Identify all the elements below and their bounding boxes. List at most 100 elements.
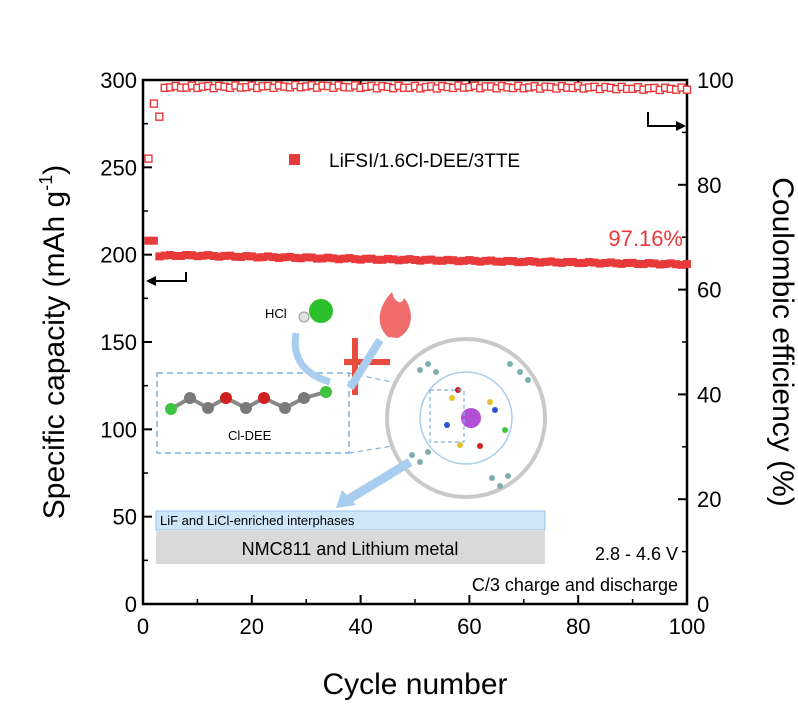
capacity-point [334,255,343,264]
oxygen-atom [477,443,483,449]
inset-illustration: LiF and LiCl-enriched interphases NMC811… [155,292,547,564]
y-right-tick-label: 40 [697,382,721,407]
zoom-guide [348,372,431,391]
oxygen-atom [220,392,232,404]
capacity-point [683,260,691,269]
capacity-point [411,256,419,265]
solvent-atom [517,369,523,375]
capacity-point [155,252,164,261]
lithium-ion [461,408,481,428]
capacity-point [547,257,555,266]
cl-dee-molecule [165,386,332,415]
capacity-point [367,254,376,263]
y-right-tick-label: 60 [697,278,721,303]
capacity-point [400,255,409,264]
capacity-point [405,255,414,264]
carbon-atom [184,392,196,404]
capacity-point [487,256,496,265]
capacity-point [362,254,371,263]
y-left-title-main: Specific capacity (mAh g [38,191,71,519]
right-axis-arrow [647,112,684,127]
x-tick-label: 0 [137,614,149,639]
capacity-point [280,253,289,262]
carbon-atom [202,402,214,414]
electrode-label: NMC811 and Lithium metal [242,539,459,559]
capacity-point [481,256,490,265]
solvent-atom [409,452,415,458]
capacity-point [394,256,403,265]
capacity-point [427,255,436,264]
capacity-point [171,252,180,261]
y-left-tick-label: 300 [100,68,137,93]
capacity-point [269,253,278,262]
capacity-point [378,255,387,264]
oxygen-atom [258,392,270,404]
capacity-point [166,250,175,259]
capacity-point [236,253,245,262]
nitrogen-atom [492,407,498,413]
capacity-point [149,236,158,245]
capacity-point [677,260,686,269]
y-left-title-end: ) [38,165,71,175]
interphase-label: LiF and LiCl-enriched interphases [160,513,355,528]
capacity-point [242,252,251,261]
tick-label-group: 0 20 40 60 80 1000501001502002503000204060801… [100,68,733,639]
y-left-tick-label: 150 [100,330,137,355]
capacity-point [492,257,501,266]
capacity-point [291,253,300,262]
x-tick-label: 40 [348,614,372,639]
capacity-point [226,251,235,260]
capacity-point [590,258,599,267]
solvent-atom [425,449,431,455]
capacity-point [661,260,670,269]
capacity-point [177,251,186,260]
y-left-axis-title: Specific capacity (mAh g-1) [36,165,71,519]
capacity-point [557,258,566,267]
capacity-point [498,257,507,266]
hcl-release-arrow [291,332,332,386]
capacity-point [443,255,452,264]
sulfur-atom [487,399,493,405]
solvent-atom [507,361,513,367]
y-left-title-sup: -1 [36,175,56,191]
chlorine-atom [165,403,177,415]
capacity-point [650,259,659,268]
capacity-point [193,252,202,261]
solvent-atom [425,361,431,367]
y-right-axis-title: Coulombic efficiency (%) [766,177,798,507]
capacity-point [536,258,545,267]
hcl-label: HCl [265,306,287,321]
series-coulombic-efficiency [144,80,692,163]
capacity-point [329,254,338,263]
capacity-point [541,257,550,266]
capacity-point [351,255,360,264]
capacity-point [459,256,468,265]
capacity-point [503,256,512,265]
anion-cluster [444,387,508,449]
y-left-tick-label: 200 [100,243,137,268]
capacity-point [617,259,626,268]
carbon-atom [279,402,291,414]
capacity-point [601,258,610,267]
capacity-point [595,259,604,268]
capacity-point [508,257,517,266]
capacity-point [285,252,294,261]
capacity-point [231,252,240,261]
capacity-point [470,256,479,265]
x-axis-title: Cycle number [322,668,507,701]
capacity-point [552,258,561,267]
molecule-label: Cl-DEE [228,428,272,443]
capacity-point [356,255,365,264]
capacity-point [612,259,621,268]
capacity-point [182,250,191,259]
capacity-point [634,259,643,268]
capacity-point [639,260,648,269]
capacity-point [454,257,463,266]
y-right-tick-label: 0 [697,592,709,617]
retention-label: 97.16% [608,226,683,251]
ce-point [144,154,153,163]
solvent-atom [497,483,503,489]
capacity-point [432,256,441,265]
capacity-point [449,256,458,265]
ce-point [682,85,692,94]
